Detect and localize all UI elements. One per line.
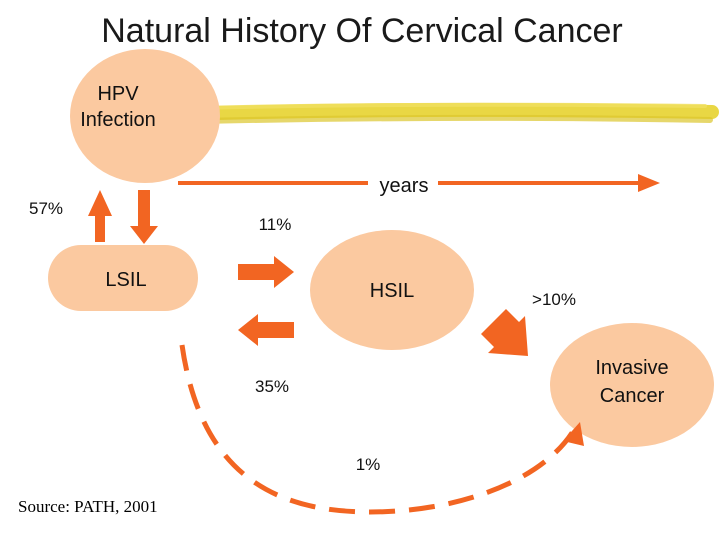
arrow-right-icon xyxy=(238,256,294,288)
cancer-node-label-line1: Invasive xyxy=(595,357,668,379)
hpv-node-label-line1: HPV xyxy=(97,83,139,105)
highlighter-bar xyxy=(143,102,719,125)
lsil-node xyxy=(48,245,198,311)
rate-lsil-hsil: 11% xyxy=(259,215,292,234)
cancer-node-label-line2: Cancer xyxy=(600,385,665,407)
hsil-node xyxy=(310,230,474,350)
hsil-node-label: HSIL xyxy=(370,280,414,302)
hpv-infection-node xyxy=(70,49,220,183)
arrow-up-icon xyxy=(88,190,112,242)
rate-hsil-cancer: >10% xyxy=(532,290,576,309)
source-citation: Source: PATH, 2001 xyxy=(18,497,158,516)
page-title: Natural History Of Cervical Cancer xyxy=(101,12,622,50)
arrow-down-icon xyxy=(130,190,158,244)
years-label: years xyxy=(380,175,429,197)
dashed-arrow-lsil-to-cancer xyxy=(179,344,578,515)
rate-hsil-lsil: 35% xyxy=(255,377,289,396)
arrow-diagonal-icon xyxy=(481,309,528,356)
rate-hpv-lsil: 57% xyxy=(29,199,63,218)
lsil-node-label: LSIL xyxy=(105,269,146,291)
years-label-bg xyxy=(368,172,438,196)
arrow-left-icon xyxy=(238,314,294,346)
rate-lsil-cancer: 1% xyxy=(356,455,381,474)
dashed-arrow-head-icon xyxy=(563,422,584,446)
invasive-cancer-node xyxy=(550,323,714,447)
hpv-node-label-line2: Infection xyxy=(80,109,156,131)
